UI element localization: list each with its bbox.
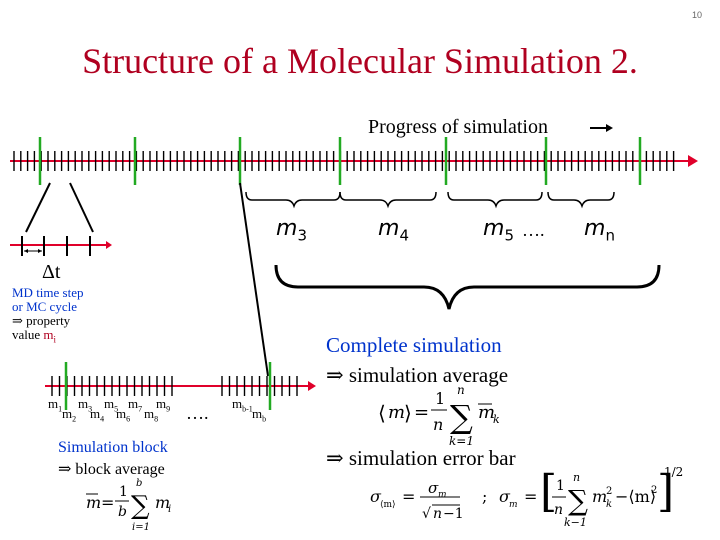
svg-text:1: 1 xyxy=(556,478,565,494)
svg-text:m: m xyxy=(388,402,405,423)
block-timeline xyxy=(45,362,316,410)
large-brace xyxy=(274,264,661,310)
block-average-formula: m = 1 b ∑ b i=1 m i xyxy=(86,478,171,533)
svg-text:=: = xyxy=(101,493,114,512)
label-m6: m6 xyxy=(116,406,131,424)
top-label-mn: mn xyxy=(584,216,615,245)
simulation-average-formula: ⟨ m ⟩ = 1 n ∑ n k=1 m k xyxy=(378,383,500,448)
svg-text:]: ] xyxy=(657,466,674,517)
svg-text:[: [ xyxy=(540,466,557,517)
svg-text:1: 1 xyxy=(435,389,445,408)
label-m9: m9 xyxy=(156,396,171,414)
label-m5: m5 xyxy=(104,396,119,414)
complete-line1: Complete simulation xyxy=(326,333,502,357)
svg-text:n: n xyxy=(433,415,443,434)
top-label-m5: m5 xyxy=(483,216,514,245)
md-note-line2: or MC cycle xyxy=(12,299,77,314)
md-note: MD time step or MC cycle ⇒ property valu… xyxy=(12,286,84,347)
svg-text:∑: ∑ xyxy=(568,484,588,517)
svg-text:−⟨m⟩: −⟨m⟩ xyxy=(615,487,656,506)
svg-text:⟩: ⟩ xyxy=(404,401,412,425)
svg-text:b: b xyxy=(136,478,142,489)
svg-text:n: n xyxy=(573,471,580,484)
svg-text:σ: σ xyxy=(499,487,511,506)
svg-text:k: k xyxy=(606,499,612,510)
delta-t-label: Δt xyxy=(42,261,61,283)
svg-text:∑: ∑ xyxy=(450,398,473,436)
svg-text:n: n xyxy=(457,383,465,397)
svg-text:−1: −1 xyxy=(443,506,464,522)
svg-text:⟨m⟩: ⟨m⟩ xyxy=(380,500,396,510)
block-braces xyxy=(245,191,615,209)
simblock-line1: Simulation block xyxy=(58,439,168,456)
label-m1: m1 xyxy=(48,396,63,414)
svg-text:1/2: 1/2 xyxy=(664,465,683,479)
svg-text:k: k xyxy=(493,413,500,426)
svg-text:m: m xyxy=(86,493,101,512)
svg-text:m: m xyxy=(155,493,170,512)
svg-text:σ: σ xyxy=(428,479,439,497)
label-mb-1: mb-1 xyxy=(232,396,253,414)
svg-text:m: m xyxy=(592,487,607,506)
label-m8: m8 xyxy=(144,406,159,424)
svg-text:b: b xyxy=(118,504,127,520)
svg-text:k−1: k−1 xyxy=(564,516,587,529)
svg-text:⟨: ⟨ xyxy=(378,401,386,425)
md-note-line4: value mi xyxy=(12,328,84,347)
zoom-lines-small xyxy=(25,182,94,233)
svg-text:√: √ xyxy=(422,506,431,522)
progress-label: Progress of simulation xyxy=(368,116,548,139)
label-m3: m3 xyxy=(78,396,93,414)
svg-text:1: 1 xyxy=(119,484,128,500)
error-bar-label: ⇒ simulation error bar xyxy=(326,446,516,470)
svg-text:=: = xyxy=(524,487,537,506)
svg-text:n: n xyxy=(554,502,563,518)
slide-title: Structure of a Molecular Simulation 2. xyxy=(82,41,638,81)
complete-line2: ⇒ simulation average xyxy=(326,363,509,387)
svg-text:n: n xyxy=(433,506,442,522)
svg-text:m: m xyxy=(478,402,495,423)
svg-text:2: 2 xyxy=(651,485,657,496)
top-dots: …. xyxy=(522,220,545,240)
progress-arrow-icon xyxy=(590,124,613,132)
svg-text:;: ; xyxy=(482,487,487,506)
simblock-line2: ⇒ block average xyxy=(58,461,165,478)
svg-text:k=1: k=1 xyxy=(449,434,474,448)
svg-text:i=1: i=1 xyxy=(132,522,150,533)
error-bar-formula: σ ⟨m⟩ = σ m √ n −1 ; σ m = [ 1 n ∑ n k−1… xyxy=(370,465,683,529)
svg-text:σ: σ xyxy=(370,487,382,506)
complete-simulation: Complete simulation ⇒ simulation average xyxy=(326,330,508,390)
main-timeline xyxy=(10,137,698,185)
svg-text:m: m xyxy=(438,490,447,500)
md-note-line3: ⇒ property xyxy=(12,313,71,328)
top-label-m3: m3 xyxy=(276,216,307,245)
simulation-block: Simulation block ⇒ block average xyxy=(58,437,168,481)
label-m2: m2 xyxy=(62,406,77,424)
md-note-value: value xyxy=(12,327,44,342)
label-mb: mb xyxy=(252,406,267,424)
top-label-m4: m4 xyxy=(378,216,409,245)
svg-text:2: 2 xyxy=(606,486,612,497)
md-note-line1: MD time step xyxy=(12,285,84,300)
delta-t-segment xyxy=(10,236,112,256)
md-note-i: i xyxy=(53,334,57,345)
label-m4: m4 xyxy=(90,406,105,424)
progress-text: Progress of simulation xyxy=(368,116,548,138)
svg-text:m: m xyxy=(509,500,518,510)
svg-text:=: = xyxy=(414,402,429,423)
svg-text:=: = xyxy=(402,487,415,506)
label-m7: m7 xyxy=(128,396,143,414)
svg-text:∑: ∑ xyxy=(131,491,150,521)
md-note-m: m xyxy=(43,327,54,342)
slide-number: 10 xyxy=(692,10,703,20)
zoom-lines-block xyxy=(239,182,269,377)
svg-text:i: i xyxy=(168,504,171,515)
block-dots: …. xyxy=(186,403,209,423)
